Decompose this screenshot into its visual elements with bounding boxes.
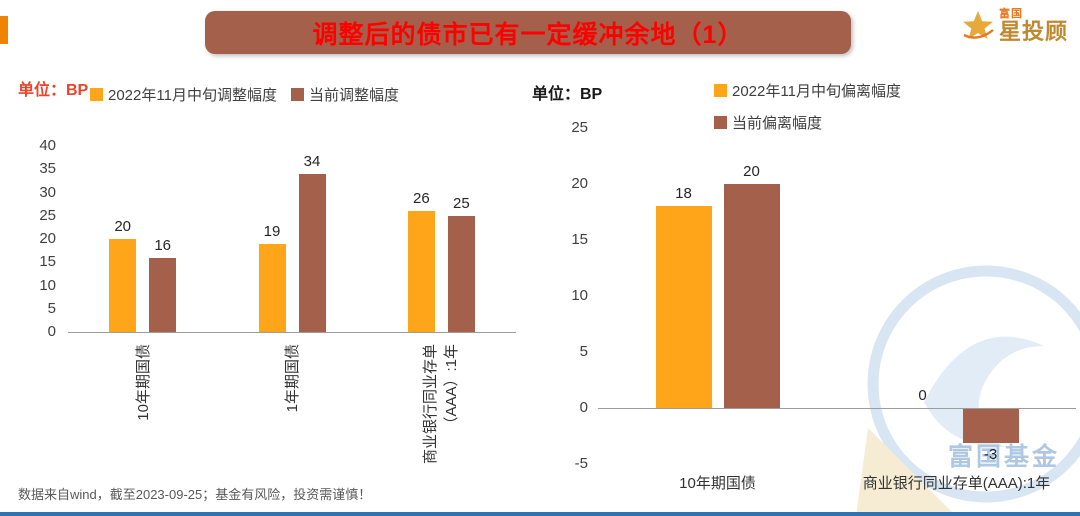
watermark-text: 富国基金 [948, 443, 1061, 471]
bar [407, 211, 435, 332]
y-tick-label: 20 [39, 230, 56, 247]
legend-item: 当前调整幅度 [290, 84, 399, 105]
legend-item: 2022年11月中旬偏离幅度 [714, 80, 901, 101]
y-tick-label: 15 [39, 253, 56, 271]
y-tick-label: 0 [579, 399, 588, 416]
bar [149, 257, 177, 332]
legend-swatch [714, 116, 727, 129]
y-tick-label: 10 [39, 276, 56, 294]
bar-value-label: 34 [303, 152, 321, 170]
y-tick-label: 0 [47, 323, 56, 340]
bar-value-label: -3 [983, 445, 998, 463]
y-tick-label: 5 [579, 343, 588, 360]
y-tick-label: 25 [39, 206, 56, 224]
chart-left: 单位：BP 2022年11月中旬调整幅度 当前调整幅度 40 35 30 25 20 15 10 5… [18, 72, 518, 508]
bar-value-label: 19 [263, 222, 281, 240]
chart-right: 单位：BP 2022年11月中旬偏离幅度 当前偏离幅度 25 20 15 10 5 0 -5 18 2… [532, 72, 1080, 508]
legend-item: 2022年11月中旬调整幅度 [90, 84, 277, 105]
bar-value-label: 25 [452, 194, 470, 212]
brand-logo: 富国 星投顾 [960, 8, 1068, 44]
x-category-label: 10年期国债 [679, 475, 756, 492]
page-title: 调整后的债市已有一定缓冲余地（1） [312, 20, 744, 49]
legend-swatch [290, 88, 304, 101]
y-tick-label: 20 [571, 175, 588, 192]
bar-value-label: 16 [154, 236, 171, 254]
bottom-border [0, 512, 1080, 516]
title-banner: 调整后的债市已有一定缓冲余地（1） [205, 11, 851, 54]
y-tick-label: 35 [39, 160, 56, 178]
bar-value-label: 18 [675, 185, 692, 203]
x-category-label: 商业银行同业存单(AAA):1年 [862, 475, 1051, 492]
brand-name-large: 星投顾 [998, 19, 1068, 45]
legend-label: 当前调整幅度 [308, 87, 399, 104]
footnote: 数据来自wind，截至2023-09-25；基金有风险，投资需谨慎！ [18, 487, 372, 502]
x-axis-line [598, 408, 1076, 409]
bar [723, 184, 780, 408]
legend-swatch [714, 84, 727, 97]
y-tick-label: 10 [571, 287, 588, 304]
x-axis-line [68, 332, 516, 333]
bar-value-label: 26 [412, 190, 430, 208]
brand-name: 富国 星投顾 [998, 7, 1068, 45]
x-category-label: 商业银行同业存单 （AAA）:1年 [422, 344, 461, 465]
watermark-logo [856, 265, 1080, 516]
bar [655, 206, 712, 408]
legend-item: 当前偏离幅度 [714, 112, 822, 133]
bar [109, 239, 137, 332]
unit-label: 单位：BP [532, 86, 603, 103]
y-tick-label: -5 [574, 455, 588, 472]
y-tick-label: 25 [571, 119, 588, 136]
bar-value-label: 20 [114, 218, 131, 235]
bar-value-label: 20 [743, 163, 760, 180]
bar-value-label: 0 [918, 387, 927, 404]
bar [298, 173, 326, 332]
star-icon [962, 11, 994, 39]
legend-label: 2022年11月中旬调整幅度 [108, 87, 277, 104]
bar [962, 409, 1019, 443]
legend-label: 2022年11月中旬偏离幅度 [732, 83, 901, 100]
y-tick-label: 40 [39, 137, 56, 154]
legend: 2022年11月中旬偏离幅度 当前偏离幅度 [714, 80, 901, 133]
y-tick-label: 5 [47, 299, 56, 317]
y-tick-label: 30 [39, 183, 56, 201]
y-tick-label: 15 [571, 231, 588, 248]
legend-swatch [90, 88, 103, 101]
unit-label: 单位：BP [18, 82, 89, 99]
bar [258, 243, 286, 332]
legend: 2022年11月中旬调整幅度 当前调整幅度 [90, 84, 399, 105]
brand-name-small: 富国 [998, 7, 1023, 20]
left-edge-accent [0, 16, 8, 44]
bar [447, 215, 475, 332]
legend-label: 当前偏离幅度 [732, 115, 823, 132]
